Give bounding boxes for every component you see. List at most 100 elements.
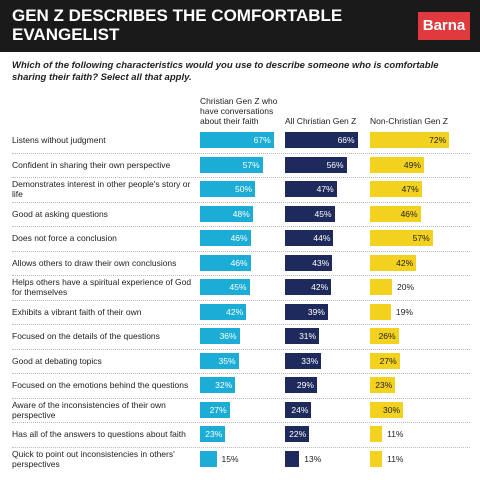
row-label: Listens without judgment bbox=[12, 135, 106, 146]
question: Which of the following characteristics w… bbox=[12, 60, 439, 83]
value-label: 66% bbox=[337, 135, 355, 146]
bar bbox=[370, 132, 450, 149]
bar bbox=[200, 279, 250, 296]
value-label: 11% bbox=[387, 429, 404, 440]
header-bar bbox=[0, 0, 480, 52]
value-label: 32% bbox=[215, 380, 233, 391]
row-separator bbox=[12, 275, 470, 276]
bar bbox=[200, 181, 255, 198]
value-label: 26% bbox=[378, 331, 396, 342]
bar bbox=[200, 377, 236, 394]
value-label: 50% bbox=[234, 184, 252, 195]
bar bbox=[285, 205, 335, 222]
bar bbox=[200, 156, 263, 173]
bar bbox=[285, 156, 347, 173]
bar bbox=[370, 303, 391, 320]
value-label: 47% bbox=[401, 184, 419, 195]
row-label: Good at debating topics bbox=[12, 355, 102, 366]
row-label: Good at asking questions bbox=[12, 208, 108, 219]
row-separator bbox=[12, 324, 470, 325]
value-label: 67% bbox=[253, 135, 271, 146]
bar bbox=[200, 205, 253, 222]
value-label: 27% bbox=[379, 355, 397, 366]
brand-logo: Barna bbox=[418, 12, 470, 40]
value-label: 19% bbox=[395, 306, 413, 317]
value-label: 35% bbox=[218, 355, 236, 366]
bar bbox=[370, 181, 422, 198]
bar bbox=[370, 426, 383, 443]
row-separator bbox=[12, 348, 470, 350]
bar bbox=[370, 254, 417, 271]
value-label: 33% bbox=[301, 355, 319, 366]
value-label: 15% bbox=[221, 453, 239, 464]
bar bbox=[200, 352, 239, 369]
bar bbox=[370, 279, 392, 296]
value-label: 45% bbox=[314, 208, 332, 219]
value-label: 48% bbox=[232, 208, 250, 219]
bar bbox=[200, 230, 251, 247]
bar bbox=[285, 401, 312, 418]
row-label: Focused on the emotions behind the quest… bbox=[12, 380, 189, 391]
row-separator bbox=[12, 152, 470, 154]
value-label: 27% bbox=[209, 404, 227, 415]
bar bbox=[285, 426, 310, 443]
bar bbox=[200, 132, 274, 149]
value-label: 43% bbox=[312, 257, 330, 268]
row-label: Aware of the inconsistencies of their ow… bbox=[12, 399, 166, 420]
value-label: 44% bbox=[313, 233, 331, 244]
row-label: Quick to point out inconsistencies in ot… bbox=[12, 448, 175, 469]
row-label: Does not force a conclusion bbox=[12, 233, 117, 244]
bar bbox=[200, 328, 240, 345]
bar bbox=[285, 230, 334, 247]
bar bbox=[200, 303, 247, 320]
bar bbox=[370, 450, 383, 467]
value-label: 57% bbox=[242, 159, 260, 170]
row-label: Has all of the answers to questions abou… bbox=[12, 429, 186, 440]
row-separator bbox=[12, 201, 470, 203]
value-label: 42% bbox=[226, 306, 244, 317]
row-separator bbox=[12, 177, 470, 178]
value-label: 22% bbox=[289, 429, 307, 440]
bar bbox=[370, 352, 400, 369]
value-label: 29% bbox=[296, 380, 314, 391]
row-label: Helps others have a spiritual experience… bbox=[12, 277, 192, 298]
bar bbox=[370, 156, 424, 173]
row-separator bbox=[12, 250, 470, 252]
value-label: 72% bbox=[429, 135, 447, 146]
bar bbox=[285, 181, 337, 198]
value-label: 47% bbox=[316, 184, 334, 195]
row-label: Exhibits a vibrant faith of their own bbox=[12, 306, 142, 317]
value-label: 46% bbox=[230, 257, 248, 268]
bar bbox=[285, 254, 333, 271]
bar bbox=[285, 328, 320, 345]
row-separator bbox=[12, 397, 470, 399]
legend-label: Christian Gen Z who have conversations a… bbox=[200, 96, 278, 126]
bar bbox=[200, 426, 226, 443]
row-separator bbox=[12, 446, 470, 448]
value-label: 42% bbox=[311, 282, 329, 293]
bar bbox=[285, 279, 332, 296]
value-label: 11% bbox=[387, 453, 404, 464]
bar bbox=[285, 377, 317, 394]
value-label: 46% bbox=[400, 208, 418, 219]
value-label: 49% bbox=[403, 159, 421, 170]
bar bbox=[200, 254, 251, 271]
row-separator bbox=[12, 226, 470, 227]
value-label: 57% bbox=[412, 233, 430, 244]
value-label: 36% bbox=[219, 331, 237, 342]
bar bbox=[285, 450, 300, 467]
row-separator bbox=[12, 422, 470, 423]
value-label: 30% bbox=[382, 404, 400, 415]
bar bbox=[200, 450, 217, 467]
value-label: 23% bbox=[375, 380, 393, 391]
bar bbox=[370, 377, 396, 394]
value-label: 31% bbox=[299, 331, 317, 342]
legend-label: Non-Christian Gen Z bbox=[370, 116, 448, 126]
row-label: Confident in sharing their own perspecti… bbox=[12, 159, 171, 170]
bar bbox=[370, 401, 403, 418]
value-label: 20% bbox=[397, 282, 415, 293]
value-label: 45% bbox=[229, 282, 247, 293]
row-label: Focused on the details of the questions bbox=[12, 331, 160, 342]
bar bbox=[370, 230, 433, 247]
